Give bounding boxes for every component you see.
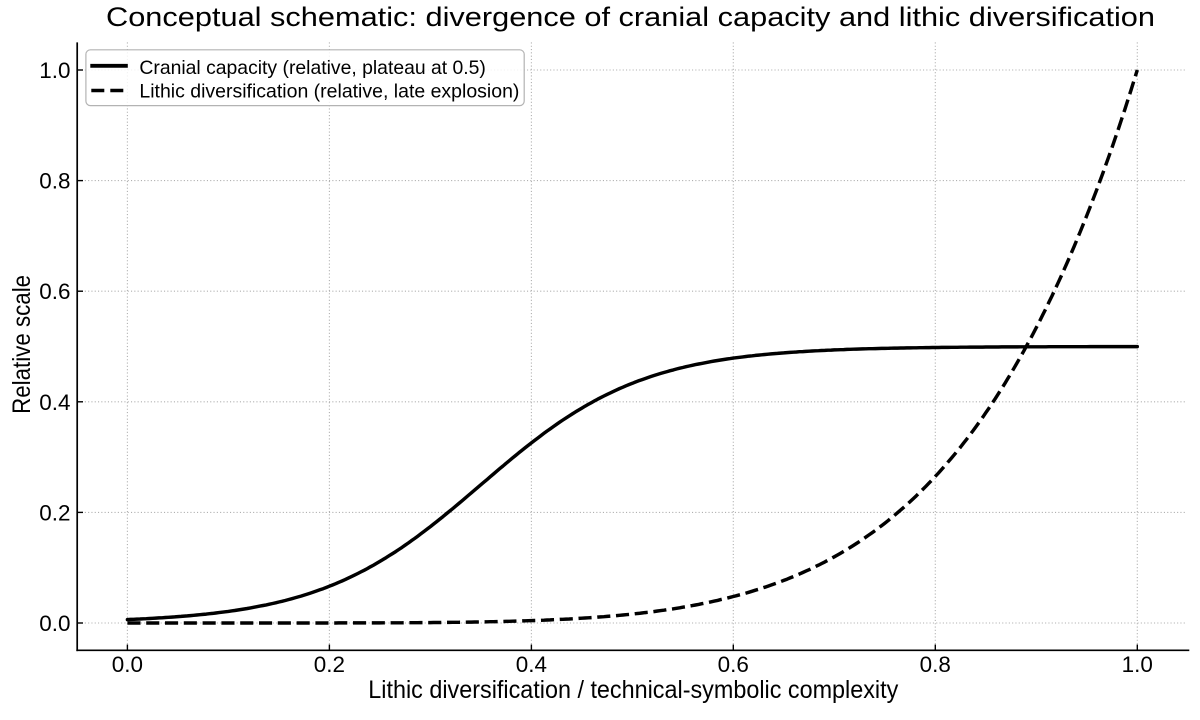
svg-text:0.4: 0.4 <box>516 652 547 677</box>
svg-text:0.2: 0.2 <box>39 500 70 525</box>
svg-text:Relative scale: Relative scale <box>8 275 36 414</box>
svg-text:1.0: 1.0 <box>1122 652 1153 677</box>
svg-text:Lithic diversification (relati: Lithic diversification (relative, late e… <box>139 81 519 103</box>
svg-text:0.8: 0.8 <box>920 652 951 677</box>
svg-text:0.6: 0.6 <box>39 279 70 304</box>
svg-text:1.0: 1.0 <box>39 58 70 83</box>
svg-text:Cranial capacity (relative, pl: Cranial capacity (relative, plateau at 0… <box>139 57 486 79</box>
svg-text:0.2: 0.2 <box>314 652 345 677</box>
svg-text:0.0: 0.0 <box>39 611 70 636</box>
svg-text:Lithic diversification / techn: Lithic diversification / technical-symbo… <box>368 676 898 704</box>
svg-text:0.6: 0.6 <box>718 652 749 677</box>
svg-text:0.0: 0.0 <box>112 652 143 677</box>
svg-text:0.4: 0.4 <box>39 390 70 415</box>
svg-text:Conceptual schematic: divergen: Conceptual schematic: divergence of cran… <box>106 2 1155 32</box>
svg-text:0.8: 0.8 <box>39 169 70 194</box>
